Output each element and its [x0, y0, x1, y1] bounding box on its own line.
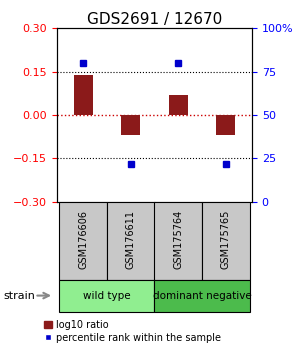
Bar: [107, 202, 154, 280]
Bar: [121, 115, 140, 135]
Text: wild type: wild type: [83, 291, 131, 301]
Text: GSM176606: GSM176606: [78, 210, 88, 269]
Text: GSM175765: GSM175765: [221, 210, 231, 269]
Bar: [154, 202, 202, 280]
Bar: [154, 280, 250, 312]
Text: GSM176611: GSM176611: [126, 210, 136, 269]
Bar: [216, 115, 236, 135]
Bar: [59, 202, 107, 280]
Text: GSM175764: GSM175764: [173, 210, 183, 269]
Text: strain: strain: [3, 291, 35, 301]
Legend: log10 ratio, percentile rank within the sample: log10 ratio, percentile rank within the …: [44, 320, 220, 343]
Bar: [169, 95, 188, 115]
Bar: [74, 75, 93, 115]
Bar: [59, 280, 154, 312]
Bar: [202, 202, 250, 280]
Title: GDS2691 / 12670: GDS2691 / 12670: [87, 12, 222, 27]
Text: dominant negative: dominant negative: [153, 291, 251, 301]
